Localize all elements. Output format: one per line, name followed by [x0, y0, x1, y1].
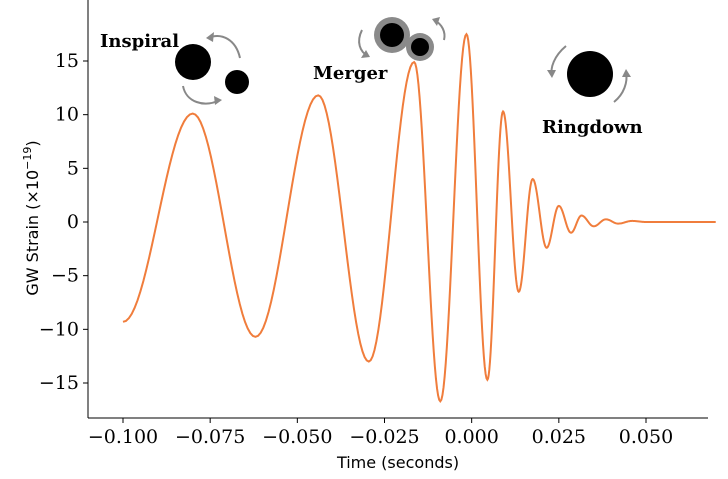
ringdown-arrow-right-head	[622, 69, 631, 77]
y-tick-label: 15	[55, 50, 79, 72]
inspiral-black-hole-small	[225, 70, 249, 94]
y-ticks: −15 −10 −5 0 5 10 15	[39, 50, 88, 394]
inspiral-black-hole-large	[175, 44, 211, 80]
y-axis-label-suffix: )	[23, 140, 42, 146]
y-axis-label-exponent: −19	[21, 147, 34, 170]
y-tick-label: 0	[67, 211, 79, 233]
x-tick-label: −0.075	[175, 426, 245, 448]
y-tick-label: −5	[51, 265, 79, 287]
x-tick-label: −0.025	[349, 426, 419, 448]
x-tick-label: 0.050	[619, 426, 673, 448]
x-tick-label: 0.000	[444, 426, 498, 448]
merger-illustration	[358, 17, 446, 61]
merger-black-hole-2	[411, 38, 429, 56]
ringdown-illustration	[547, 45, 631, 103]
ringdown-black-hole	[567, 51, 613, 97]
ringdown-arrow-left-head	[547, 70, 556, 78]
y-tick-label: −10	[39, 318, 79, 340]
x-axis-label: Time (seconds)	[336, 453, 459, 472]
annotation-inspiral: Inspiral	[100, 31, 179, 52]
x-tick-label: −0.050	[262, 426, 332, 448]
inspiral-arrow-bottom	[182, 85, 221, 105]
merger-arrow-left-head	[361, 50, 370, 58]
merger-arrow-right-head	[432, 17, 440, 26]
annotation-ringdown: Ringdown	[542, 117, 643, 138]
plot-frame	[87, 0, 708, 419]
x-tick-label: 0.025	[532, 426, 586, 448]
inspiral-arrow-bottom-head	[214, 96, 222, 105]
x-tick-label: −0.100	[88, 426, 158, 448]
x-ticks: −0.100 −0.075 −0.050 −0.025 0.000 0.025 0.050	[88, 418, 673, 448]
inspiral-illustration	[175, 32, 249, 105]
y-axis-label-main: GW Strain (×10	[23, 170, 42, 296]
series-line-strain	[122, 32, 716, 403]
annotation-merger: Merger	[313, 63, 388, 84]
y-axis-label: GW Strain (×10−19)	[21, 140, 42, 295]
y-tick-label: 10	[55, 104, 79, 126]
merger-black-hole-1	[380, 23, 404, 47]
y-tick-label: 5	[67, 157, 79, 179]
inspiral-arrow-top-head	[206, 32, 214, 42]
y-tick-label: −15	[39, 372, 79, 394]
